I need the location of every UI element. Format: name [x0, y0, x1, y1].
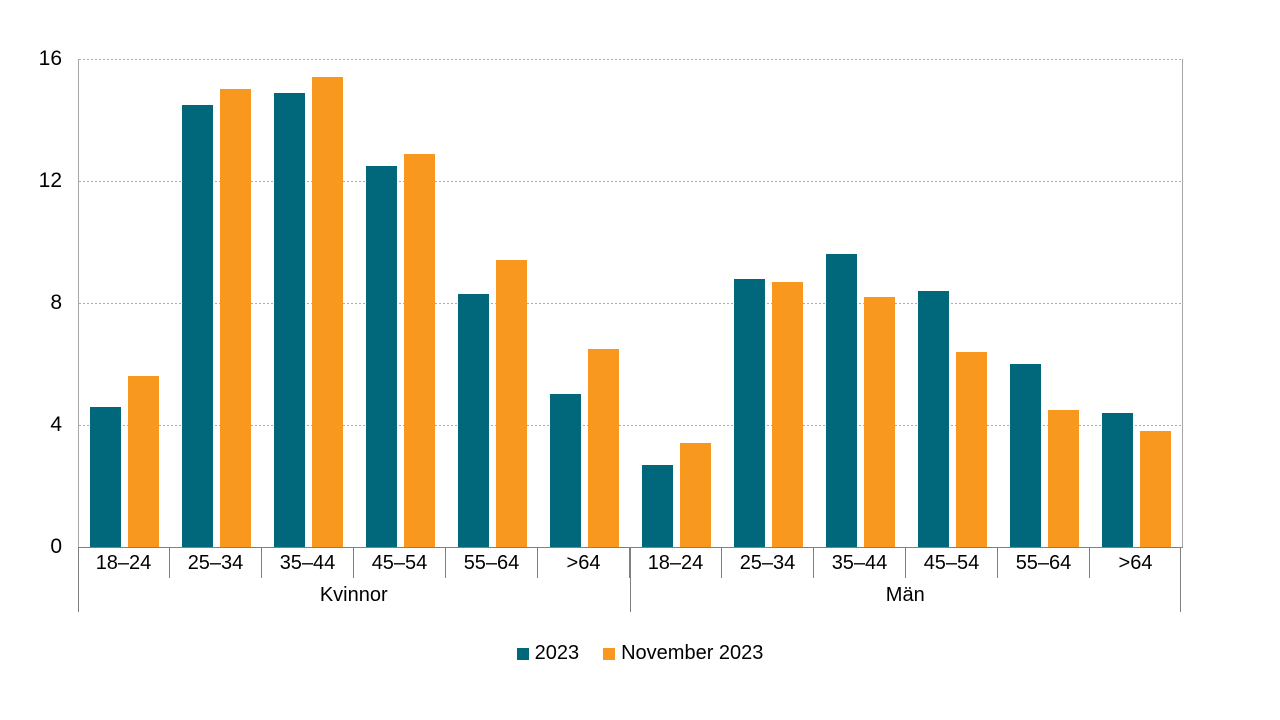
bar-group [79, 59, 631, 547]
bar-november-2023 [220, 89, 252, 547]
y-axis-tick-label: 0 [50, 535, 62, 558]
bar-cell [263, 59, 355, 547]
bar-cell [1090, 59, 1182, 547]
category-label: 35–44 [262, 547, 354, 578]
bar-cell [998, 59, 1090, 547]
bar-2023 [917, 291, 949, 547]
legend-swatch-november-2023 [603, 647, 616, 660]
bar-2023 [90, 407, 122, 547]
bar-november-2023 [128, 376, 160, 547]
bar-2023 [641, 465, 673, 547]
bar-2023 [458, 294, 490, 547]
bar-cell [814, 59, 906, 547]
bar-cell [79, 59, 171, 547]
bar-cell [355, 59, 447, 547]
legend-label-2023: 2023 [534, 642, 580, 664]
bar-cell [906, 59, 998, 547]
category-label: 35–44 [814, 547, 906, 578]
x-axis-category-row: 18–24 25–34 35–44 45–54 55–64 >64 18–24 25–34 35… [78, 547, 1181, 578]
bar-cell [447, 59, 539, 547]
bar-november-2023 [588, 349, 620, 547]
bar-2023 [733, 279, 765, 547]
bar-november-2023 [679, 443, 711, 547]
bar-2023 [1101, 413, 1133, 547]
plot-area [78, 59, 1183, 548]
bar-2023 [366, 166, 398, 547]
y-axis-tick-label: 16 [38, 47, 62, 70]
bar-november-2023 [863, 297, 895, 547]
bar-2023 [550, 394, 582, 547]
bar-2023 [182, 105, 214, 547]
legend-item-2023: 2023 [516, 642, 580, 665]
legend-item-november-2023: November 2023 [603, 642, 763, 665]
category-label: 55–64 [446, 547, 538, 578]
category-label: 25–34 [722, 547, 814, 578]
category-label: 18–24 [630, 547, 722, 578]
bar-november-2023 [955, 352, 987, 547]
legend: 2023 November 2023 [0, 642, 1280, 665]
legend-swatch-2023 [516, 647, 529, 660]
category-label: 25–34 [170, 547, 262, 578]
y-axis-tick-label: 12 [38, 169, 62, 192]
y-axis: 16 12 8 4 0 [0, 48, 62, 558]
bar-2023 [825, 254, 857, 547]
bar-group [631, 59, 1183, 547]
category-label: >64 [1118, 552, 1153, 574]
y-axis-tick-label: 4 [50, 413, 62, 436]
bar-november-2023 [404, 154, 436, 547]
bar-2023 [1009, 364, 1041, 547]
bar-2023 [274, 93, 306, 547]
group-label-man: Män [885, 584, 925, 606]
gridline [79, 425, 1182, 426]
bar-november-2023 [496, 260, 528, 547]
gridline [79, 303, 1182, 304]
category-label: 55–64 [998, 547, 1090, 578]
x-axis-group-row: Kvinnor Män [78, 578, 1181, 612]
bar-november-2023 [1047, 410, 1079, 547]
bar-cell [722, 59, 814, 547]
category-label: 45–54 [354, 547, 446, 578]
bar-cell [171, 59, 263, 547]
y-axis-tick-label: 8 [50, 291, 62, 314]
bar-november-2023 [771, 282, 803, 547]
category-label: 18–24 [78, 547, 170, 578]
bar-cell [539, 59, 631, 547]
bars-container [79, 59, 1182, 547]
gridline [79, 59, 1182, 60]
legend-label-november-2023: November 2023 [621, 642, 764, 664]
bar-november-2023 [1139, 431, 1171, 547]
bar-november-2023 [312, 77, 344, 547]
category-label: >64 [538, 547, 630, 578]
gridline [79, 181, 1182, 182]
category-label: 45–54 [906, 547, 998, 578]
group-label-kvinnor: Kvinnor [319, 584, 388, 606]
bar-cell [631, 59, 723, 547]
